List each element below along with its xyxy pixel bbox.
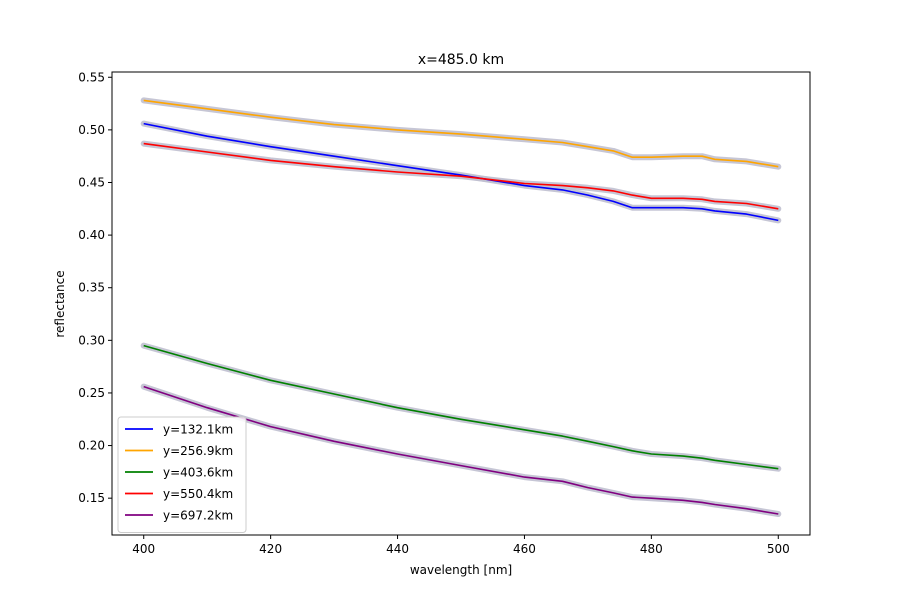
- series-line-1: [143, 99, 779, 168]
- legend-label-1: y=256.9km: [163, 444, 233, 458]
- legend-label-2: y=403.6km: [163, 466, 233, 480]
- x-axis-ticks: 400 420 440 460 480 500: [132, 535, 790, 556]
- legend-label-3: y=550.4km: [163, 487, 233, 501]
- y-tick-label: 0.40: [78, 228, 105, 242]
- x-axis-label: wavelength [nm]: [410, 563, 512, 577]
- y-tick-label: 0.15: [78, 491, 105, 505]
- y-tick-label: 0.25: [78, 386, 105, 400]
- y-tick-label: 0.50: [78, 123, 105, 137]
- legend-box: [117, 416, 247, 533]
- x-tick-label: 480: [640, 542, 663, 556]
- y-tick-label: 0.45: [78, 175, 105, 189]
- y-tick-label: 0.35: [78, 281, 105, 295]
- x-tick-label: 400: [132, 542, 155, 556]
- chart-title: x=485.0 km: [418, 52, 504, 68]
- legend: y=132.1km y=256.9km y=403.6km y=550.4km y=69…: [117, 416, 247, 533]
- x-tick-label: 440: [386, 542, 409, 556]
- x-tick-label: 460: [513, 542, 536, 556]
- legend-label-0: y=132.1km: [163, 423, 233, 437]
- x-tick-label: 500: [767, 542, 790, 556]
- y-tick-label: 0.20: [78, 439, 105, 453]
- plot-frame: [111, 71, 811, 536]
- y-tick-label: 0.30: [78, 333, 105, 347]
- series-line-2: [143, 344, 779, 470]
- series-line-4: [143, 385, 779, 515]
- legend-label-4: y=697.2km: [163, 509, 233, 523]
- y-tick-label: 0.55: [78, 70, 105, 84]
- series-line-0: [143, 122, 779, 222]
- y-axis-ticks: 0.15 0.20 0.25 0.30 0.35 0.40 0.45 0.50 0.55: [78, 70, 112, 505]
- y-axis-label: reflectance: [53, 270, 67, 337]
- x-tick-label: 420: [259, 542, 282, 556]
- series-lines: [143, 99, 779, 515]
- series-line-3: [143, 142, 779, 210]
